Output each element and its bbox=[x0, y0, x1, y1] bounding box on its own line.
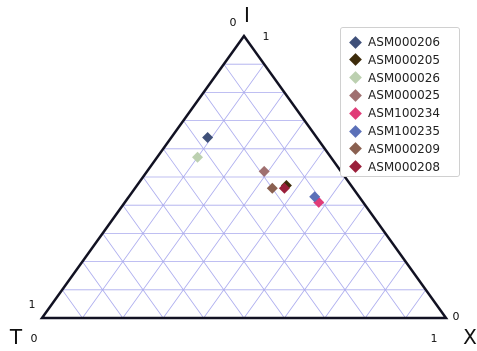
grid-line bbox=[405, 289, 427, 319]
legend-marker bbox=[349, 160, 362, 173]
data-point bbox=[202, 132, 214, 144]
legend-marker bbox=[349, 71, 362, 84]
grid-line bbox=[82, 261, 124, 319]
legend-marker bbox=[349, 53, 362, 67]
grid-line bbox=[102, 233, 164, 319]
legend-marker bbox=[349, 106, 362, 120]
grid-line bbox=[82, 63, 265, 319]
grid-line bbox=[61, 289, 83, 319]
legend-item: ASM100235 bbox=[347, 122, 440, 140]
axis-label-left: T bbox=[9, 325, 23, 349]
legend-item: ASM000205 bbox=[347, 51, 440, 69]
grid-line bbox=[162, 120, 305, 319]
grid-line bbox=[324, 233, 386, 319]
data-point bbox=[192, 151, 204, 163]
legend: ASM000206 ASM000205 ASM000026 ASM000025 ASM1… bbox=[340, 27, 460, 177]
grid-line bbox=[243, 176, 346, 319]
grid-lines bbox=[61, 63, 427, 319]
grid-line bbox=[142, 176, 245, 319]
data-point bbox=[309, 191, 321, 203]
legend-item: ASM100234 bbox=[347, 104, 440, 122]
grid-line bbox=[223, 63, 406, 319]
tick-label-right-max: 0 bbox=[453, 310, 460, 323]
legend-marker bbox=[349, 35, 362, 49]
data-point bbox=[258, 165, 270, 177]
grid-line bbox=[122, 204, 204, 319]
legend-label: ASM100235 bbox=[368, 124, 440, 138]
legend-label: ASM000025 bbox=[368, 88, 440, 103]
legend-item: ASM000208 bbox=[347, 158, 440, 176]
legend-label: ASM000026 bbox=[368, 70, 440, 85]
grid-line bbox=[183, 120, 326, 319]
legend-marker bbox=[349, 142, 362, 156]
legend-label: ASM100234 bbox=[368, 106, 440, 121]
legend-label: ASM000205 bbox=[368, 52, 440, 67]
legend-label: ASM000209 bbox=[368, 141, 440, 156]
legend-marker bbox=[349, 124, 362, 138]
triangle-outline bbox=[39, 33, 449, 320]
grid-line bbox=[284, 204, 366, 319]
axis-label-top: I bbox=[244, 3, 250, 27]
legend-label: ASM000206 bbox=[368, 35, 440, 49]
tick-label-top-max: 1 bbox=[263, 30, 270, 43]
grid-line bbox=[364, 261, 406, 319]
data-point bbox=[266, 182, 278, 194]
legend-marker bbox=[349, 89, 362, 102]
tick-label-top-min: 0 bbox=[230, 16, 237, 29]
tick-label-right-min: 1 bbox=[431, 332, 438, 345]
legend-item: ASM000206 bbox=[347, 33, 440, 51]
tick-label-left-min: 0 bbox=[31, 332, 38, 345]
axis-label-right: X bbox=[463, 325, 477, 349]
legend-item: ASM000209 bbox=[347, 140, 440, 158]
legend-item: ASM000026 bbox=[347, 69, 440, 87]
legend-item: ASM000025 bbox=[347, 86, 440, 104]
data-point bbox=[278, 182, 290, 194]
tick-label-left-max: 1 bbox=[29, 298, 36, 311]
triangle-frame bbox=[39, 33, 449, 320]
legend-label: ASM000208 bbox=[368, 159, 440, 174]
data-points bbox=[192, 132, 325, 208]
